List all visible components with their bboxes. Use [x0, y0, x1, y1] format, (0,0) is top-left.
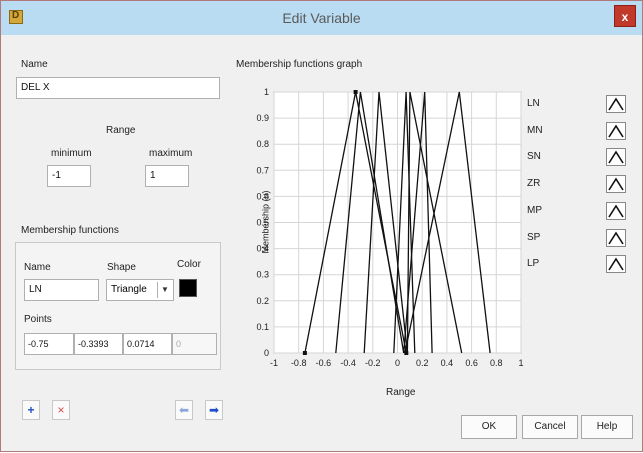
shape-button-sn[interactable]	[606, 148, 626, 167]
x-tick-label: 0.4	[441, 358, 454, 368]
minimum-input[interactable]: -1	[47, 165, 91, 187]
triangle-shape-icon	[608, 204, 624, 218]
triangle-shape-icon	[608, 231, 624, 244]
x-tick-label: -1	[270, 358, 278, 368]
arrow-right-icon: ➡	[208, 403, 220, 417]
plus-icon: +	[27, 403, 35, 417]
mf-line-zr	[393, 91, 416, 354]
y-tick-label: 1	[264, 87, 269, 97]
shape-button-mn[interactable]	[606, 121, 626, 140]
points-label: Points	[24, 314, 52, 325]
mf-name-label: Name	[24, 262, 51, 273]
point-c-input[interactable]: 0.0714	[123, 333, 172, 355]
shape-button-lp[interactable]	[606, 255, 626, 274]
shape-button-sp[interactable]	[606, 228, 626, 247]
x-axis-label: Range	[386, 387, 416, 398]
ok-button[interactable]: OK	[461, 415, 517, 439]
selected-point-marker	[404, 351, 409, 355]
point-b-input[interactable]: -0.3393	[74, 333, 123, 355]
x-tick-label: -0.6	[316, 358, 332, 368]
legend-label-ln: LN	[527, 98, 540, 109]
legend-label-lp: LP	[527, 258, 540, 270]
x-tick-label: 0.8	[490, 358, 503, 368]
shape-button-zr[interactable]	[606, 175, 626, 194]
shape-select[interactable]: Triangle ▼	[106, 279, 174, 301]
triangle-shape-icon	[608, 97, 624, 111]
points-row: -0.75 -0.3393 0.0714 0	[24, 333, 217, 355]
variable-name-input[interactable]: DEL X	[16, 77, 220, 99]
shape-select-value: Triangle	[111, 284, 147, 295]
selected-point-marker	[353, 90, 358, 94]
maximum-input[interactable]: 1	[145, 165, 189, 187]
arrow-left-icon: ⬅	[178, 403, 190, 417]
mf-line-sn	[363, 91, 409, 354]
x-tick-label: -0.2	[365, 358, 381, 368]
chevron-down-icon[interactable]: ▼	[157, 282, 172, 298]
plot-area	[273, 91, 522, 354]
range-label: Range	[106, 125, 136, 136]
shape-button-ln[interactable]	[606, 95, 626, 113]
mf-line-sp	[406, 91, 463, 354]
next-function-button[interactable]: ➡	[205, 400, 223, 420]
triangle-shape-icon	[608, 124, 624, 138]
previous-function-button[interactable]: ⬅	[175, 400, 193, 420]
x-tick-label: -0.8	[291, 358, 307, 368]
y-tick-label: 0.8	[256, 139, 269, 149]
add-function-button[interactable]: +	[22, 400, 40, 420]
triangle-shape-icon	[608, 177, 624, 191]
triangle-shape-icon	[608, 150, 624, 164]
legend-label-sn: SN	[527, 151, 541, 163]
maximum-label: maximum	[149, 148, 193, 159]
y-axis-label: Membership (u)	[260, 190, 271, 254]
point-a-input[interactable]: -0.75	[24, 333, 74, 355]
color-swatch[interactable]	[179, 279, 197, 297]
shape-label: Shape	[107, 262, 136, 273]
mf-name-input[interactable]: LN	[24, 279, 99, 301]
point-d-input[interactable]: 0	[172, 333, 217, 355]
triangle-shape-icon	[608, 257, 624, 271]
y-tick-label: 0.1	[256, 322, 269, 332]
name-label: Name	[21, 59, 48, 70]
legend-label-mn: MN	[527, 124, 543, 136]
y-tick-label: 0	[264, 348, 269, 358]
legend-label-zr: ZR	[527, 178, 541, 190]
shape-button-mp[interactable]	[606, 201, 626, 220]
x-tick-label: 1	[518, 358, 523, 368]
y-tick-label: 0.2	[256, 296, 269, 306]
close-button[interactable]: x	[614, 5, 636, 27]
mf-line-lp	[404, 91, 491, 354]
graph-title: Membership functions graph	[236, 59, 363, 70]
help-button[interactable]: Help	[581, 415, 633, 439]
legend-label-mp: MP	[527, 204, 542, 216]
mf-line-mn	[335, 91, 405, 354]
mf-line-mp	[403, 91, 433, 354]
color-label: Color	[177, 259, 201, 270]
x-tick-label: 0	[395, 358, 400, 368]
x-icon: ×	[57, 403, 65, 417]
membership-functions-label: Membership functions	[21, 225, 119, 236]
legend-label-sp: SP	[527, 231, 541, 243]
delete-function-button[interactable]: ×	[52, 400, 70, 420]
y-tick-label: 0.7	[256, 165, 269, 175]
y-tick-label: 0.3	[256, 270, 269, 280]
selected-point-marker	[302, 351, 307, 355]
x-tick-label: 0.6	[465, 358, 478, 368]
cancel-button[interactable]: Cancel	[522, 415, 578, 439]
x-tick-label: -0.4	[340, 358, 356, 368]
mf-line-ln	[304, 91, 407, 354]
y-tick-label: 0.9	[256, 113, 269, 123]
x-tick-label: 0.2	[416, 358, 429, 368]
minimum-label: minimum	[51, 148, 92, 159]
title-bar[interactable]: Edit Variable x	[1, 1, 642, 35]
window-title: Edit Variable	[282, 10, 361, 26]
app-icon	[9, 10, 23, 24]
